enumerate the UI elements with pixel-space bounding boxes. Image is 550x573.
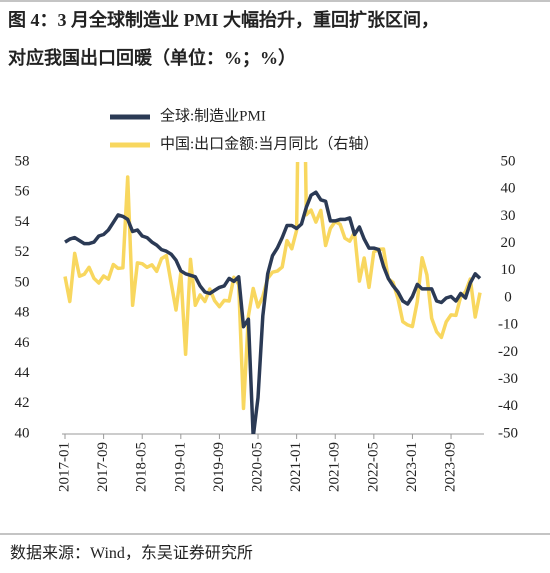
y-tick-label: 44 [15, 365, 31, 381]
y2-tick-label: 40 [501, 181, 516, 197]
chart-title: 图 4：3 月全球制造业 PMI 大幅抬升，重回扩张区间， [8, 9, 439, 30]
y-tick-label: 52 [15, 244, 30, 260]
x-tick-label: 2023-09 [442, 442, 458, 492]
y2-tick-label: -10 [498, 317, 518, 333]
y2-tick-label: -40 [498, 398, 518, 414]
x-tick-label: 2021-09 [327, 442, 343, 492]
y2-tick-label: 30 [501, 208, 516, 224]
legend-label: 中国:出口金额:当月同比（右轴） [160, 135, 378, 152]
x-tick-label: 2021-01 [288, 442, 304, 492]
x-tick-label: 2017-09 [95, 442, 111, 492]
y-tick-label: 54 [15, 214, 31, 230]
chart-subtitle: 对应我国出口回暖（单位：%；%） [8, 47, 296, 68]
y-tick-label: 40 [15, 425, 30, 441]
legend-label: 全球:制造业PMI [160, 106, 266, 124]
series-line [64, 190, 482, 434]
y-tick-label: 58 [15, 153, 30, 169]
y2-tick-label: 10 [501, 262, 516, 278]
y2-tick-label: -30 [498, 371, 518, 387]
x-tick-label: 2018-05 [134, 442, 150, 492]
source: 数据来源：Wind，东吴证券研究所 [10, 544, 253, 562]
y2-tick-label: 0 [504, 289, 512, 305]
y-tick-label: 42 [15, 395, 30, 411]
y2-tick-label: 50 [501, 153, 516, 169]
y-tick-label: 56 [15, 184, 31, 200]
x-tick-label: 2022-05 [365, 442, 381, 492]
x-tick-label: 2019-09 [211, 442, 227, 492]
y-tick-label: 46 [15, 335, 31, 351]
x-tick-label: 2023-01 [404, 442, 420, 492]
x-tick-label: 2019-01 [172, 442, 188, 492]
x-tick-label: 2017-01 [56, 442, 72, 492]
x-tick-label: 2020-05 [249, 442, 265, 492]
y2-tick-label: -50 [498, 425, 518, 441]
plot-area [63, 162, 482, 434]
series-line [63, 162, 482, 411]
y2-tick-label: 20 [501, 235, 516, 251]
y2-tick-label: -20 [498, 344, 518, 360]
y-tick-label: 48 [15, 305, 30, 321]
y-tick-label: 50 [15, 274, 30, 290]
